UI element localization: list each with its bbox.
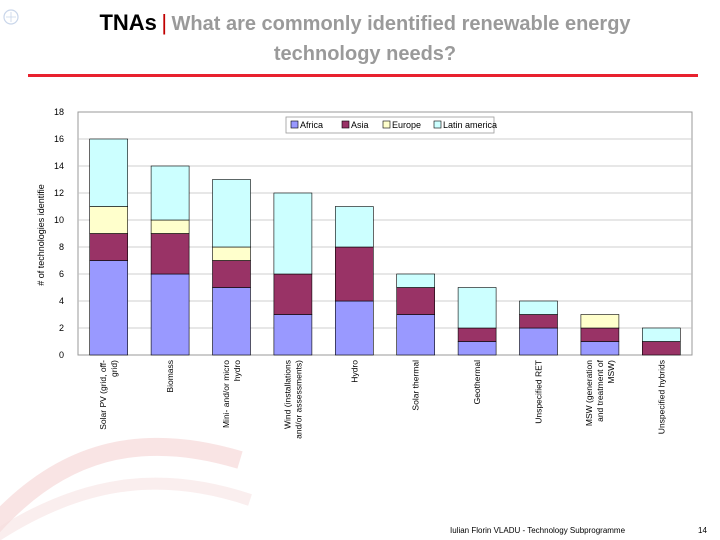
legend-label-asia: Asia <box>351 120 369 130</box>
bar-asia-biomass <box>150 233 190 275</box>
bar-africa-geothermal <box>457 341 497 356</box>
bar-africa-mini-and-or-micro-hydro <box>212 287 251 356</box>
y-tick-label: 12 <box>54 188 64 198</box>
y-tick-label: 8 <box>59 242 64 252</box>
bar-europe-solar-pv-grid-off-grid <box>89 206 128 234</box>
y-tick-label: 0 <box>59 350 64 360</box>
page-number: 14 <box>698 526 707 535</box>
bar-europe-biomass <box>150 219 190 234</box>
bar-europe-mini-and-or-micro-hydro <box>212 246 251 261</box>
bar-africa-msw-generation-and-treatment-of-msw <box>580 341 620 356</box>
legend-swatch-africa <box>290 120 299 129</box>
y-tick-label: 14 <box>54 161 64 171</box>
y-tick-label: 18 <box>54 107 64 117</box>
x-category-label: Hydro <box>349 360 359 383</box>
legend-swatch-europe <box>382 120 391 129</box>
bar-latin-america-solar-pv-grid-off-grid <box>89 138 128 207</box>
bar-africa-wind-installations-and-or-assessments <box>273 314 313 356</box>
y-tick-label: 10 <box>54 215 64 225</box>
bar-africa-unspecified-ret <box>519 327 558 356</box>
title-sub-line1: What are commonly identified renewable e… <box>171 13 631 35</box>
bar-latin-america-mini-and-or-micro-hydro <box>212 179 251 248</box>
footer-author: Iulian Florin VLADU - Technology Subprog… <box>450 526 626 535</box>
title-separator: | <box>161 10 168 35</box>
bar-asia-mini-and-or-micro-hydro <box>212 260 251 288</box>
bar-latin-america-geothermal <box>457 287 497 329</box>
legend-label-africa: Africa <box>300 120 323 130</box>
bar-latin-america-biomass <box>150 165 190 221</box>
legend-label-europe: Europe <box>392 120 421 130</box>
title-underline <box>28 74 698 77</box>
slide-title: TNAs | What are commonly identified rene… <box>30 8 700 70</box>
bar-asia-hydro <box>334 246 374 302</box>
y-tick-label: 4 <box>59 296 64 306</box>
legend-swatch-latin-america <box>433 120 442 129</box>
bar-asia-geothermal <box>457 327 497 342</box>
title-lead: TNAs <box>99 10 157 35</box>
x-category-label: Unspecified hybrids <box>656 360 666 434</box>
y-tick-label: 16 <box>54 134 64 144</box>
bar-asia-unspecified-hybrids <box>641 341 681 356</box>
x-category-label: Unspecified RET <box>534 360 544 424</box>
y-tick-label: 6 <box>59 269 64 279</box>
x-category-label: Mini- and/or microhydro <box>221 360 242 428</box>
bar-latin-america-hydro <box>334 206 374 248</box>
bar-asia-wind-installations-and-or-assessments <box>273 273 313 315</box>
x-category-label: Solar PV (grid, off-grid) <box>98 360 119 430</box>
x-category-label: Geothermal <box>472 360 482 405</box>
bar-europe-msw-generation-and-treatment-of-msw <box>580 314 620 329</box>
bar-asia-solar-thermal <box>396 287 436 315</box>
bar-africa-solar-thermal <box>396 314 436 356</box>
bar-asia-msw-generation-and-treatment-of-msw <box>580 327 620 342</box>
bar-latin-america-unspecified-hybrids <box>641 327 681 342</box>
bar-asia-solar-pv-grid-off-grid <box>89 233 128 261</box>
bar-africa-solar-pv-grid-off-grid <box>89 260 128 356</box>
x-category-label: Wind (installationsand/or assessments) <box>282 360 303 439</box>
bar-asia-unspecified-ret <box>519 314 558 329</box>
legend-label-latin-america: Latin america <box>443 120 497 130</box>
y-tick-label: 2 <box>59 323 64 333</box>
bar-latin-america-solar-thermal <box>396 273 436 288</box>
x-category-label: Biomass <box>165 360 175 393</box>
un-emblem-icon <box>3 9 19 25</box>
decorative-swirl <box>0 437 252 540</box>
x-category-label: MSW (generationand treatment ofMSW) <box>584 359 616 426</box>
legend-swatch-asia <box>341 120 350 129</box>
bar-africa-biomass <box>150 273 190 356</box>
y-axis-label: # of technologies identifie <box>36 184 46 286</box>
bar-latin-america-wind-installations-and-or-assessments <box>273 192 313 275</box>
bar-africa-hydro <box>334 300 374 356</box>
x-category-label: Solar thermal <box>411 360 421 411</box>
bar-latin-america-unspecified-ret <box>519 300 558 315</box>
title-sub-line2: technology needs? <box>273 43 457 65</box>
